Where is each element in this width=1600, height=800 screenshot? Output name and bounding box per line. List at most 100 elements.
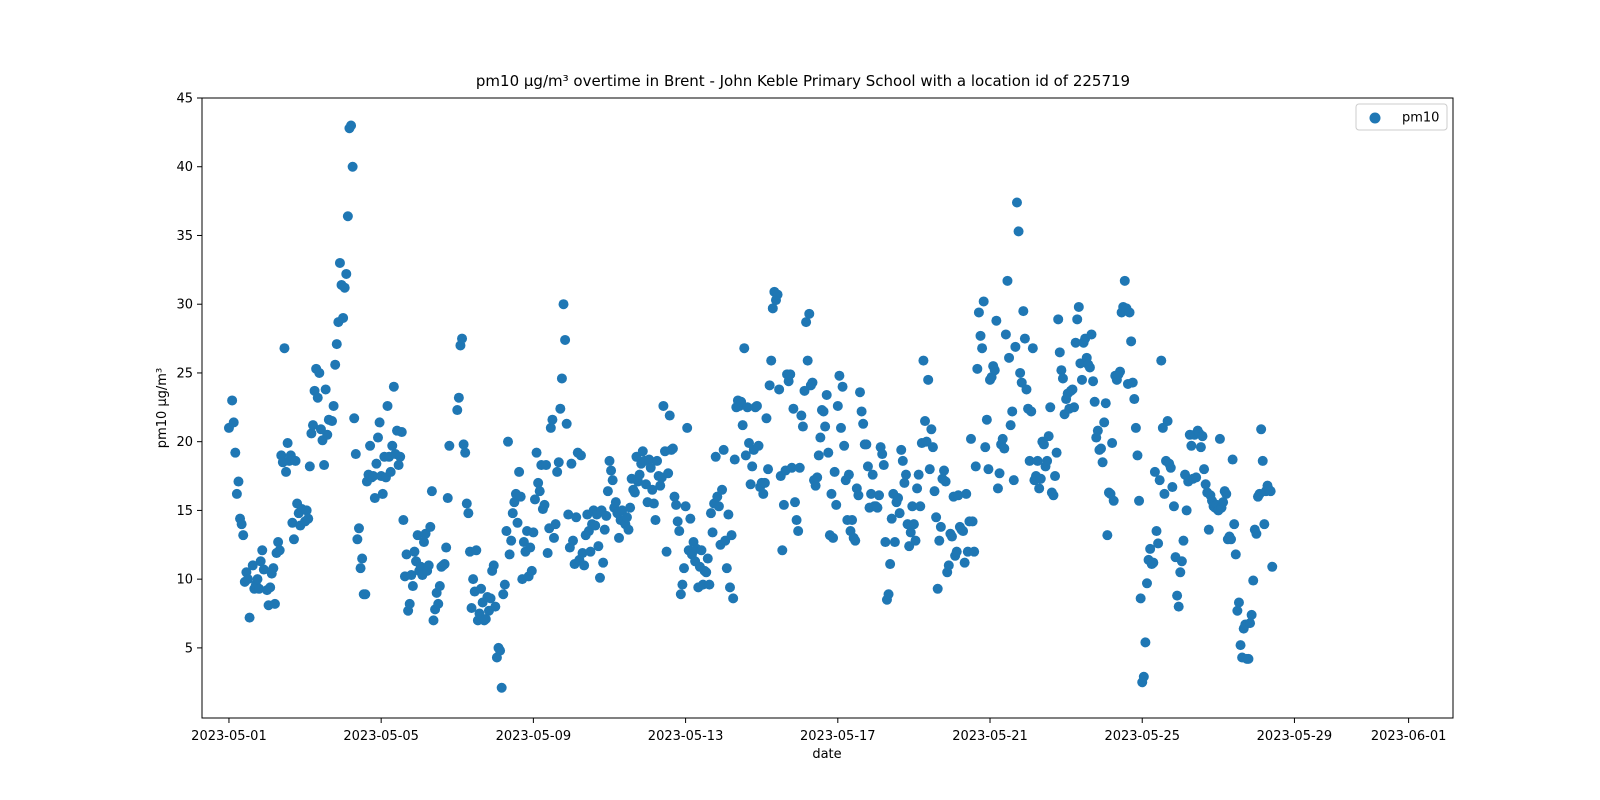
data-point bbox=[290, 455, 301, 466]
data-point bbox=[1173, 601, 1184, 612]
data-point bbox=[839, 440, 850, 451]
data-point bbox=[238, 530, 249, 541]
x-tick-label: 2023-05-01 bbox=[191, 729, 267, 744]
data-point bbox=[1265, 486, 1276, 497]
data-point bbox=[395, 451, 406, 462]
data-point bbox=[357, 553, 368, 564]
data-point bbox=[227, 395, 238, 406]
data-point bbox=[721, 563, 732, 574]
data-point bbox=[943, 560, 954, 571]
data-point bbox=[1246, 609, 1257, 620]
data-point bbox=[274, 545, 285, 556]
data-point bbox=[920, 416, 931, 427]
data-point bbox=[672, 516, 683, 527]
data-point bbox=[801, 317, 812, 328]
data-point bbox=[1019, 333, 1030, 344]
data-point bbox=[648, 498, 659, 509]
data-point bbox=[907, 501, 918, 512]
data-point bbox=[428, 615, 439, 626]
data-point bbox=[877, 449, 888, 460]
data-point bbox=[1005, 420, 1016, 431]
legend-label: pm10 bbox=[1402, 111, 1439, 126]
data-point bbox=[1004, 352, 1015, 363]
x-tick-label: 2023-05-25 bbox=[1104, 729, 1180, 744]
data-point bbox=[525, 542, 536, 553]
data-point bbox=[1092, 425, 1103, 436]
data-point bbox=[1235, 640, 1246, 651]
data-point bbox=[453, 392, 464, 403]
data-point bbox=[409, 546, 420, 557]
data-point bbox=[970, 461, 981, 472]
data-point bbox=[485, 593, 496, 604]
data-point bbox=[563, 509, 574, 520]
data-point bbox=[247, 560, 258, 571]
data-point bbox=[663, 468, 674, 479]
data-point bbox=[685, 513, 696, 524]
data-point bbox=[777, 545, 788, 556]
data-point bbox=[568, 535, 579, 546]
data-point bbox=[1102, 530, 1113, 541]
data-point bbox=[407, 581, 418, 592]
data-point bbox=[828, 532, 839, 543]
legend-marker bbox=[1369, 112, 1381, 124]
data-point bbox=[373, 432, 383, 443]
data-point bbox=[880, 537, 891, 548]
data-point bbox=[307, 420, 318, 431]
data-point bbox=[426, 486, 437, 497]
data-point bbox=[885, 559, 896, 570]
y-tick-label: 15 bbox=[176, 504, 193, 519]
y-tick-label: 10 bbox=[176, 573, 193, 588]
data-point bbox=[1226, 534, 1237, 545]
data-point bbox=[886, 513, 897, 524]
data-point bbox=[471, 545, 482, 556]
data-point bbox=[594, 572, 605, 583]
data-point bbox=[499, 579, 510, 590]
data-point bbox=[661, 546, 672, 557]
data-point bbox=[314, 367, 325, 378]
data-point bbox=[328, 400, 339, 411]
data-point bbox=[1181, 505, 1192, 516]
y-tick-label: 30 bbox=[176, 298, 193, 313]
data-point bbox=[710, 451, 721, 462]
data-point bbox=[1267, 561, 1278, 572]
data-point bbox=[1119, 275, 1130, 286]
data-point bbox=[434, 581, 445, 592]
data-point bbox=[813, 450, 824, 461]
data-point bbox=[831, 499, 842, 510]
data-point bbox=[935, 521, 946, 532]
data-point bbox=[529, 494, 540, 505]
data-point bbox=[552, 466, 563, 477]
data-point bbox=[528, 527, 539, 538]
data-point bbox=[1089, 396, 1100, 407]
data-point bbox=[515, 491, 526, 502]
data-point bbox=[303, 513, 314, 524]
data-point bbox=[623, 524, 634, 535]
data-point bbox=[977, 343, 988, 354]
data-point bbox=[418, 537, 429, 548]
data-point bbox=[1138, 671, 1149, 682]
data-point bbox=[1084, 362, 1095, 373]
data-point bbox=[1073, 301, 1084, 312]
data-point bbox=[288, 534, 299, 545]
data-point bbox=[1165, 462, 1176, 473]
data-point bbox=[1050, 471, 1061, 482]
data-point bbox=[327, 416, 338, 427]
data-point bbox=[1129, 394, 1140, 405]
data-point bbox=[228, 417, 239, 428]
data-point bbox=[905, 527, 916, 538]
data-point bbox=[724, 582, 735, 593]
data-point bbox=[899, 477, 910, 488]
plot-area-frame bbox=[201, 97, 1454, 719]
data-point bbox=[1176, 556, 1187, 567]
data-point bbox=[785, 369, 796, 380]
data-point bbox=[1197, 431, 1208, 442]
data-point bbox=[812, 472, 823, 483]
data-point bbox=[1048, 490, 1059, 501]
x-tick-label: 2023-05-21 bbox=[952, 729, 1028, 744]
data-point bbox=[458, 439, 469, 450]
data-point bbox=[387, 440, 398, 451]
data-point bbox=[1042, 455, 1053, 466]
data-point bbox=[368, 471, 379, 482]
data-point bbox=[1069, 402, 1080, 413]
